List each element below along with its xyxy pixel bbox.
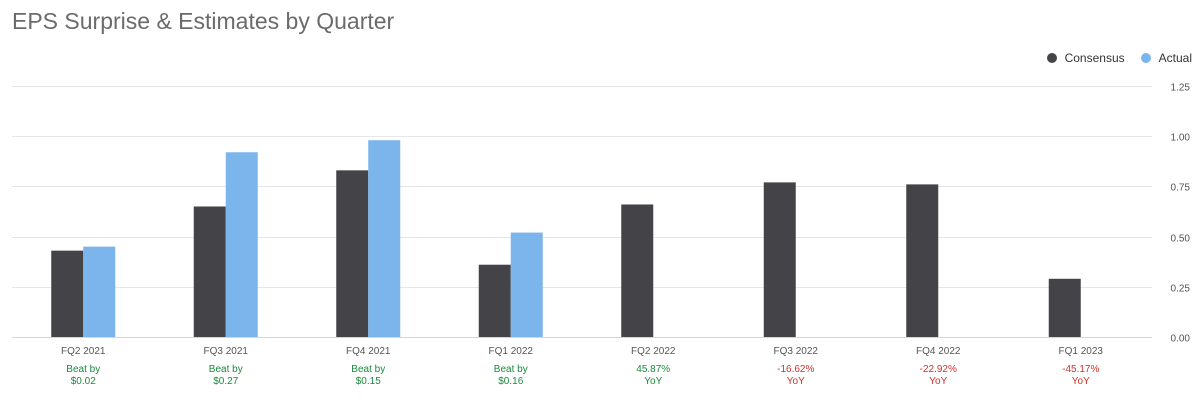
x-tick-label: FQ3 2022: [774, 346, 819, 357]
x-tick-label: FQ4 2022: [916, 346, 961, 357]
chart-legend: Consensus Actual: [1031, 51, 1192, 65]
x-tick-label: FQ2 2021: [61, 346, 106, 357]
surprise-annotation-line1: Beat by: [351, 364, 385, 375]
bar-actual: [510, 232, 543, 337]
legend-item-actual[interactable]: Actual: [1140, 51, 1192, 65]
surprise-annotation-line2: YoY: [644, 376, 662, 387]
x-tick-label: FQ4 2021: [346, 346, 391, 357]
surprise-annotation-line2: YoY: [1072, 376, 1090, 387]
bar-consensus: [336, 170, 369, 337]
y-tick-label: 0.50: [1171, 234, 1191, 245]
y-tick-label: 0.25: [1171, 284, 1191, 295]
chart-title: EPS Surprise & Estimates by Quarter: [12, 8, 395, 34]
bar-actual: [368, 140, 401, 337]
x-tick-label: FQ2 2022: [631, 346, 676, 357]
surprise-annotation-line1: -45.17%: [1062, 364, 1099, 375]
surprise-annotation-line2: $0.15: [356, 376, 381, 387]
surprise-annotation-line2: $0.27: [213, 376, 238, 387]
legend-marker-actual: [1140, 53, 1151, 63]
x-tick-label: FQ3 2021: [204, 346, 249, 357]
surprise-annotation-line2: YoY: [787, 376, 805, 387]
x-tick-label: FQ1 2022: [489, 346, 534, 357]
bar-consensus: [51, 250, 84, 337]
surprise-annotation-line1: -22.92%: [920, 364, 957, 375]
bar-actual: [225, 152, 258, 337]
surprise-annotation-line2: YoY: [929, 376, 947, 387]
legend-label-actual: Actual: [1158, 51, 1192, 65]
legend-item-consensus[interactable]: Consensus: [1046, 51, 1125, 65]
y-tick-label: 1.00: [1171, 133, 1191, 144]
bar-consensus: [763, 182, 796, 337]
surprise-annotation-line1: 45.87%: [636, 364, 670, 375]
surprise-annotation-line1: -16.62%: [777, 364, 814, 375]
y-tick-label: 0.75: [1171, 183, 1191, 194]
bar-consensus: [193, 206, 226, 337]
bar-consensus: [1048, 278, 1081, 337]
surprise-annotation-line2: $0.02: [71, 376, 96, 387]
bar-consensus: [621, 204, 654, 337]
bar-actual: [83, 246, 116, 337]
bar-consensus: [478, 264, 511, 337]
surprise-annotation-line1: Beat by: [209, 364, 243, 375]
legend-marker-consensus: [1046, 53, 1057, 63]
surprise-annotation-line1: Beat by: [66, 364, 100, 375]
x-tick-label: FQ1 2023: [1059, 346, 1104, 357]
legend-label-consensus: Consensus: [1064, 51, 1125, 65]
surprise-annotation-line1: Beat by: [494, 364, 528, 375]
y-tick-label: 0.00: [1171, 334, 1191, 345]
bar-consensus: [906, 184, 939, 337]
y-tick-label: 1.25: [1171, 83, 1191, 94]
surprise-annotation-line2: $0.16: [498, 376, 523, 387]
